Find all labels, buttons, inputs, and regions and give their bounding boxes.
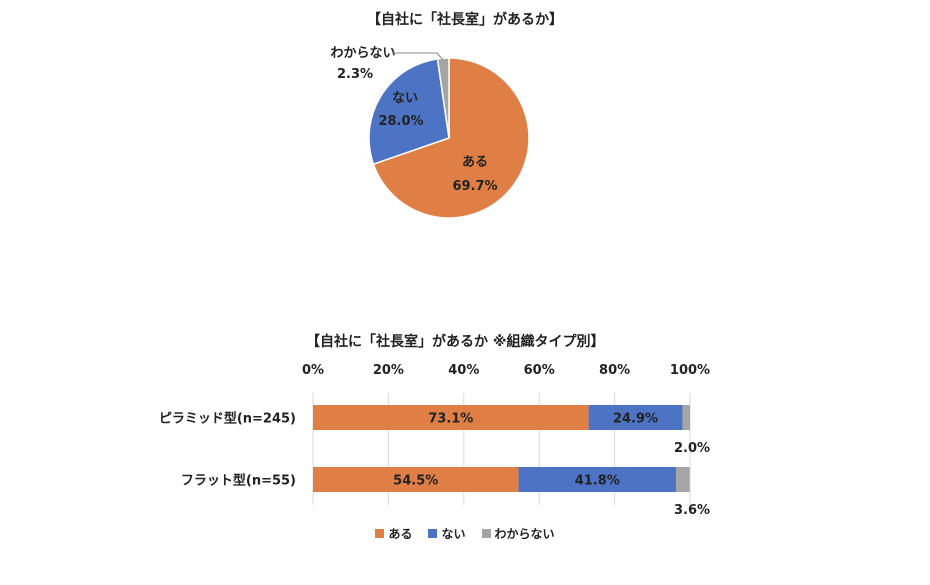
- x-tick-label: 100%: [670, 363, 710, 378]
- bar-data-label: 41.8%: [575, 474, 620, 489]
- bar-data-label: 54.5%: [393, 474, 438, 489]
- pie-slice: [436, 57, 450, 139]
- bar-chart-title: 【自社に「社長室」があるか ※組織タイプ別】: [306, 334, 605, 350]
- x-tick-label: 60%: [524, 363, 555, 378]
- bar-data-label: 24.9%: [613, 412, 658, 427]
- bar-data-label: 3.6%: [674, 503, 710, 518]
- bar-segment: [313, 467, 519, 492]
- legend-item: ある: [375, 525, 412, 542]
- y-category-label: ピラミッド型(n=245): [159, 411, 296, 427]
- pie-slice-value-label: 69.7%: [452, 179, 497, 194]
- bar-segment: [313, 405, 589, 430]
- pie-slice: [368, 57, 450, 166]
- legend-swatch: [428, 529, 438, 538]
- bar-chart-legend: ある ない わからない: [0, 525, 930, 542]
- bar-data-label: 2.0%: [674, 441, 710, 456]
- pie-slice-name-label: わからない: [330, 46, 395, 61]
- pie-slice-value-label: 2.3%: [337, 67, 373, 82]
- bar-segment: [518, 467, 677, 492]
- pie-chart-title: 【自社に「社長室」があるか】: [367, 12, 563, 28]
- bar-segment: [588, 405, 683, 430]
- x-tick-label: 40%: [448, 363, 479, 378]
- pie-slice-name-label: ある: [462, 155, 488, 170]
- pie-leader-line: [392, 52, 444, 61]
- legend-label: ない: [441, 527, 466, 541]
- legend-swatch: [481, 529, 491, 538]
- x-tick-label: 80%: [599, 363, 630, 378]
- bar-segment: [676, 467, 690, 492]
- legend-label: ある: [388, 527, 413, 541]
- legend-item: わからない: [481, 525, 555, 542]
- x-tick-label: 0%: [302, 363, 324, 378]
- bar-segment: [682, 405, 690, 430]
- pie-slice: [372, 57, 530, 219]
- legend-label: わからない: [494, 527, 555, 541]
- legend-swatch: [375, 529, 385, 538]
- y-category-label: フラット型(n=55): [181, 473, 296, 489]
- legend-item: ない: [428, 525, 466, 542]
- pie-slice-value-label: 28.0%: [378, 114, 423, 129]
- bar-data-label: 73.1%: [428, 412, 473, 427]
- pie-slice-name-label: ない: [392, 91, 418, 106]
- x-tick-label: 20%: [373, 363, 404, 378]
